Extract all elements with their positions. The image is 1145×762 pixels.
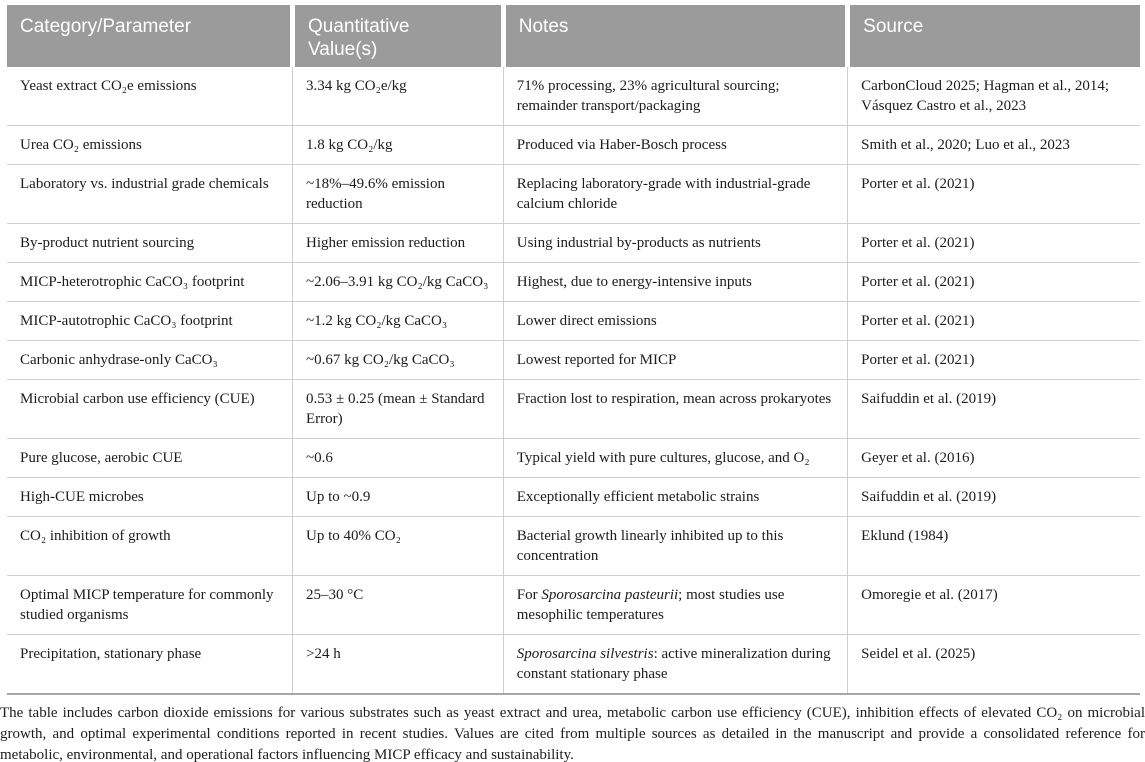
cell-category: Carbonic anhydrase-only CaCO₃ [7,340,293,380]
cell-quantitative-value: Up to ~0.9 [292,477,504,517]
cell-notes: Using industrial by-products as nutrient… [502,223,848,263]
cell-category: Microbial carbon use efficiency (CUE) [7,379,293,439]
cell-source: Smith et al., 2020; Luo et al., 2023 [847,125,1140,165]
column-header-notes-label: Notes [518,16,569,37]
cell-notes: Lowest reported for MICP [502,340,848,380]
cell-category: By-product nutrient sourcing [7,223,293,263]
cell-category: CO₂ inhibition of growth [7,516,293,576]
table-row: Laboratory vs. industrial grade chemical… [7,164,1140,224]
cell-notes: For Sporosarcina pasteurii; most studies… [502,575,848,635]
table-row: Carbonic anhydrase-only CaCO₃ ~0.67 kg C… [7,340,1140,380]
cell-quantitative-value: 3.34 kg CO₂e/kg [292,67,504,126]
cell-notes: Produced via Haber-Bosch process [502,125,848,165]
column-header-source-label: Source [863,16,924,37]
cell-quantitative-value: Up to 40% CO₂ [292,516,504,576]
cell-category: Urea CO₂ emissions [7,125,293,165]
table-header: Category/Parameter Quantitative Value(s)… [7,5,1140,67]
cell-notes: Highest, due to energy-intensive inputs [502,262,848,302]
cell-notes: Exceptionally efficient metabolic strain… [502,477,848,517]
cell-category: Precipitation, stationary phase [7,634,293,695]
table-row: Urea CO₂ emissions 1.8 kg CO₂/kg Produce… [7,125,1140,165]
column-header-source: Source [845,5,1140,67]
cell-category: Optimal MICP temperature for commonly st… [7,575,293,635]
cell-source: Saifuddin et al. (2019) [847,379,1140,439]
cell-category: Yeast extract CO₂e emissions [7,67,293,126]
cell-quantitative-value: ~18%–49.6% emission reduction [292,164,504,224]
cell-category: MICP-heterotrophic CaCO₃ footprint [7,262,293,302]
cell-source: Porter et al. (2021) [847,164,1140,224]
cell-source: Porter et al. (2021) [847,223,1140,263]
cell-category: Pure glucose, aerobic CUE [7,438,293,478]
parameters-table: Category/Parameter Quantitative Value(s)… [7,5,1140,695]
cell-source: Seidel et al. (2025) [847,634,1140,695]
table-row: Pure glucose, aerobic CUE ~0.6 Typical y… [7,438,1140,478]
cell-source: Omoregie et al. (2017) [847,575,1140,635]
table-row: CO₂ inhibition of growth Up to 40% CO₂ B… [7,516,1140,576]
cell-source: Saifuddin et al. (2019) [847,477,1140,517]
table-body: Yeast extract CO₂e emissions 3.34 kg CO₂… [7,67,1140,695]
cell-source: Porter et al. (2021) [847,340,1140,380]
table-row: MICP-autotrophic CaCO₃ footprint ~1.2 kg… [7,301,1140,341]
table-row: MICP-heterotrophic CaCO₃ footprint ~2.06… [7,262,1140,302]
column-header-quantitative-value-label: Quantitative Value(s) [308,16,410,60]
cell-notes: Bacterial growth linearly inhibited up t… [502,516,848,576]
table-row: High-CUE microbes Up to ~0.9 Exceptional… [7,477,1140,517]
table-figure: Category/Parameter Quantitative Value(s)… [0,5,1145,762]
table-caption: The table includes carbon dioxide emissi… [0,705,1145,762]
cell-notes: Replacing laboratory-grade with industri… [502,164,848,224]
cell-notes: Typical yield with pure cultures, glucos… [502,438,848,478]
cell-category: MICP-autotrophic CaCO₃ footprint [7,301,293,341]
cell-quantitative-value: Higher emission reduction [292,223,504,263]
cell-category: High-CUE microbes [7,477,293,517]
cell-source: Porter et al. (2021) [847,262,1140,302]
table-row: Optimal MICP temperature for commonly st… [7,575,1140,635]
column-header-category-label: Category/Parameter [20,16,192,37]
cell-quantitative-value: 1.8 kg CO₂/kg [292,125,504,165]
table-row: Microbial carbon use efficiency (CUE) 0.… [7,379,1140,439]
header-row: Category/Parameter Quantitative Value(s)… [7,5,1140,67]
cell-notes: Fraction lost to respiration, mean acros… [502,379,848,439]
cell-source: CarbonCloud 2025; Hagman et al., 2014; V… [847,67,1140,126]
table-row: Precipitation, stationary phase >24 h Sp… [7,634,1140,695]
table-row: By-product nutrient sourcing Higher emis… [7,223,1140,263]
cell-quantitative-value: ~0.6 [292,438,504,478]
column-header-quantitative-value: Quantitative Value(s) [290,5,504,67]
cell-source: Eklund (1984) [847,516,1140,576]
cell-source: Geyer et al. (2016) [847,438,1140,478]
cell-quantitative-value: >24 h [292,634,504,695]
cell-quantitative-value: 0.53 ± 0.25 (mean ± Standard Error) [292,379,504,439]
table-row: Yeast extract CO₂e emissions 3.34 kg CO₂… [7,67,1140,126]
cell-quantitative-value: ~1.2 kg CO₂/kg CaCO₃ [292,301,504,341]
cell-notes: 71% processing, 23% agricultural sourcin… [502,67,848,126]
column-header-notes: Notes [500,5,848,67]
cell-quantitative-value: ~2.06–3.91 kg CO₂/kg CaCO₃ [292,262,504,302]
cell-notes: Sporosarcina silvestris: active minerali… [502,634,848,695]
cell-source: Porter et al. (2021) [847,301,1140,341]
cell-notes: Lower direct emissions [502,301,848,341]
cell-quantitative-value: ~0.67 kg CO₂/kg CaCO₃ [292,340,504,380]
cell-quantitative-value: 25–30 °C [292,575,504,635]
cell-category: Laboratory vs. industrial grade chemical… [7,164,293,224]
column-header-category: Category/Parameter [7,5,293,67]
